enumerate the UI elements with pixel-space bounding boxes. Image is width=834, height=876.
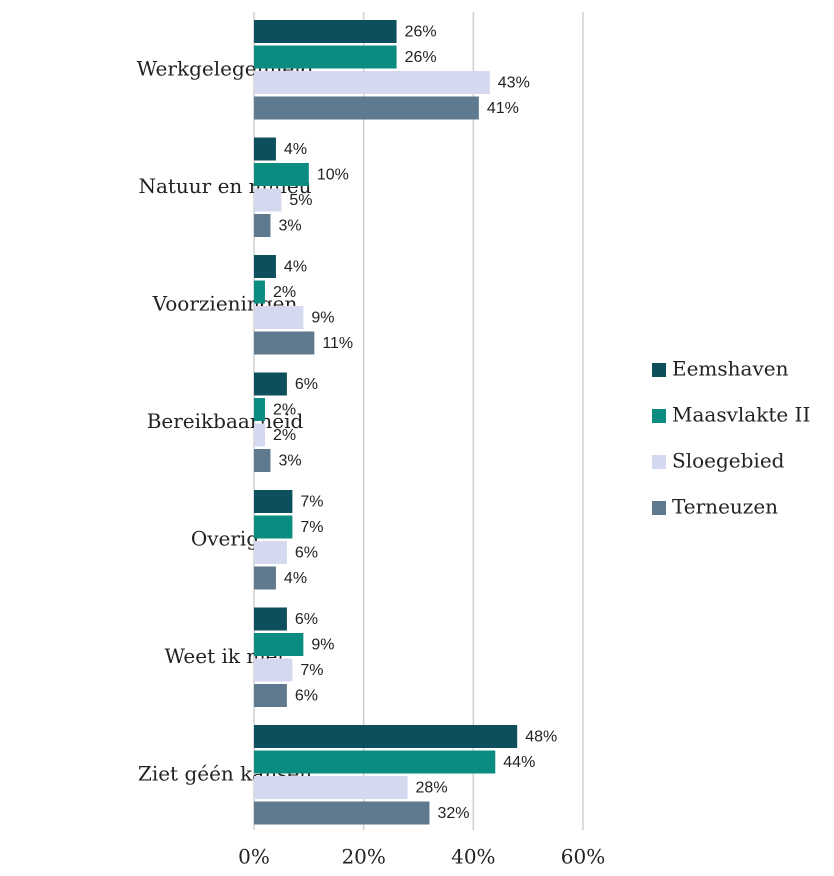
bar <box>254 163 309 186</box>
data-label: 2% <box>273 284 296 301</box>
data-label: 10% <box>317 167 349 184</box>
bar <box>254 71 490 94</box>
data-label: 2% <box>273 402 296 419</box>
data-label: 11% <box>322 335 353 352</box>
data-label: 4% <box>284 570 307 587</box>
x-tick-label: 0% <box>238 845 270 869</box>
legend-label: Sloegebied <box>672 449 785 473</box>
data-label: 7% <box>300 519 323 536</box>
data-label: 26% <box>405 24 437 41</box>
legend-label: Eemshaven <box>672 357 789 381</box>
bar <box>254 331 315 355</box>
x-tick-label: 40% <box>451 845 495 869</box>
data-label: 43% <box>498 75 530 92</box>
bar <box>254 137 276 161</box>
data-label: 4% <box>284 259 307 276</box>
bar <box>254 96 479 120</box>
bar <box>254 541 287 564</box>
data-label: 41% <box>487 100 519 117</box>
bar <box>254 255 276 278</box>
data-label: 6% <box>295 545 318 562</box>
bar <box>254 449 271 472</box>
bar <box>254 684 287 707</box>
data-label: 7% <box>300 662 323 679</box>
legend-swatch <box>652 363 666 377</box>
bar <box>254 188 282 212</box>
bar <box>254 633 304 656</box>
bar <box>254 750 496 774</box>
category-label: Overig <box>191 527 259 551</box>
bar <box>254 515 293 539</box>
data-label: 3% <box>278 218 301 235</box>
x-tick-label: 20% <box>341 845 385 869</box>
data-label: 7% <box>300 494 323 511</box>
data-label: 4% <box>284 141 307 158</box>
bar <box>254 214 271 237</box>
x-tick-label: 60% <box>561 845 605 869</box>
bar <box>254 490 293 513</box>
bar <box>254 658 293 682</box>
bar <box>254 607 287 631</box>
data-label: 6% <box>295 611 318 628</box>
legend-swatch <box>652 455 666 469</box>
data-label: 44% <box>503 754 535 771</box>
bar <box>254 306 304 329</box>
bar <box>254 20 397 43</box>
legend-label: Maasvlakte II <box>672 403 810 427</box>
data-label: 3% <box>278 453 301 470</box>
data-label: 2% <box>273 427 296 444</box>
data-label: 9% <box>311 310 334 327</box>
data-label: 9% <box>311 637 334 654</box>
bar <box>254 801 430 825</box>
bar <box>254 280 265 304</box>
legend-swatch <box>652 409 666 423</box>
data-label: 32% <box>437 805 469 822</box>
data-label: 6% <box>295 688 318 705</box>
bar <box>254 45 397 69</box>
bar <box>254 566 276 590</box>
bar <box>254 776 408 799</box>
bar <box>254 398 265 421</box>
data-label: 28% <box>416 780 448 797</box>
category-label: Bereikbaarheid <box>147 409 304 433</box>
legend-swatch <box>652 501 666 515</box>
bar <box>254 725 518 748</box>
data-label: 48% <box>525 729 557 746</box>
data-label: 5% <box>289 192 312 209</box>
bar <box>254 423 265 447</box>
legend-label: Terneuzen <box>672 495 778 519</box>
data-label: 26% <box>405 49 437 66</box>
data-label: 6% <box>295 376 318 393</box>
bar <box>254 372 287 396</box>
